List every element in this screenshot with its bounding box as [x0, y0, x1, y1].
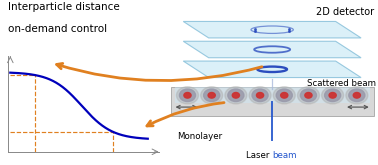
Circle shape — [346, 87, 368, 104]
Polygon shape — [170, 87, 374, 116]
Circle shape — [204, 89, 220, 102]
Circle shape — [228, 89, 244, 102]
Circle shape — [256, 93, 264, 98]
Polygon shape — [175, 87, 370, 103]
Text: 2D detector: 2D detector — [316, 7, 374, 17]
Text: Monolayer: Monolayer — [177, 132, 222, 141]
Circle shape — [177, 87, 198, 104]
Circle shape — [322, 87, 344, 104]
Circle shape — [208, 93, 215, 98]
Circle shape — [297, 87, 319, 104]
Circle shape — [276, 89, 292, 102]
Circle shape — [180, 89, 195, 102]
Text: Interparticle distance: Interparticle distance — [8, 2, 119, 12]
Polygon shape — [183, 41, 361, 58]
Text: on-demand control: on-demand control — [8, 24, 107, 34]
Circle shape — [249, 87, 271, 104]
Circle shape — [225, 87, 247, 104]
Circle shape — [305, 93, 312, 98]
Text: Laser: Laser — [246, 151, 272, 160]
Circle shape — [273, 87, 295, 104]
Circle shape — [329, 93, 336, 98]
Circle shape — [252, 89, 268, 102]
Polygon shape — [183, 21, 361, 38]
Circle shape — [201, 87, 223, 104]
Circle shape — [232, 93, 240, 98]
Text: beam: beam — [272, 151, 297, 160]
Text: Scattered beam: Scattered beam — [307, 79, 376, 88]
Circle shape — [349, 89, 365, 102]
Circle shape — [353, 93, 361, 98]
Circle shape — [301, 89, 316, 102]
Circle shape — [280, 93, 288, 98]
Circle shape — [184, 93, 191, 98]
Polygon shape — [183, 61, 361, 78]
Circle shape — [325, 89, 341, 102]
